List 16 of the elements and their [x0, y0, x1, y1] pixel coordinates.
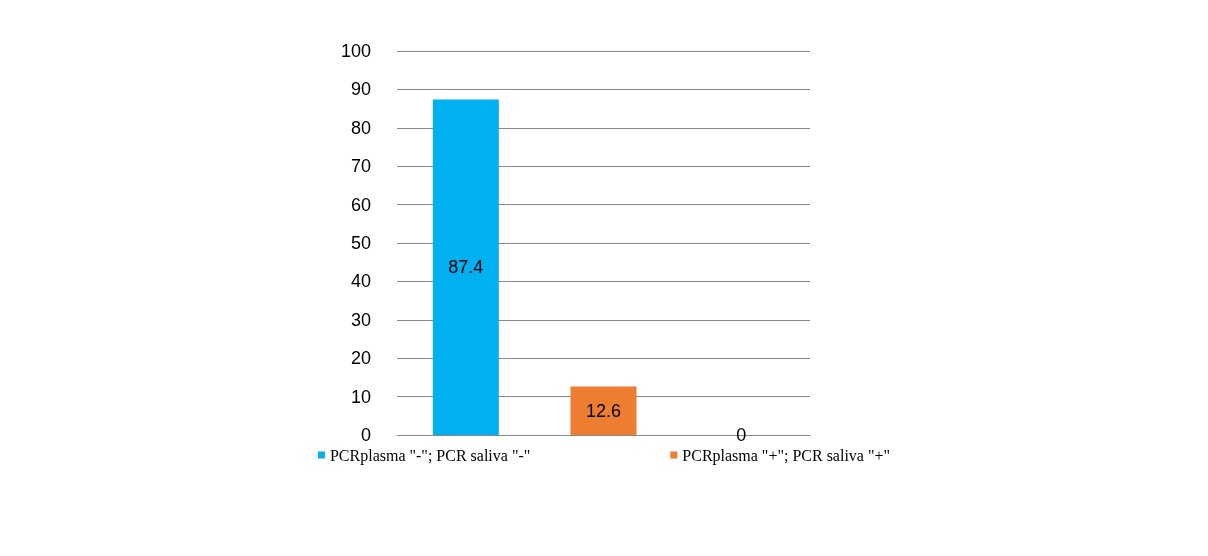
data-label: 12.6 — [585, 400, 622, 421]
legend-label: PCRplasma "+"; PCR saliva "+" — [682, 446, 891, 465]
y-tick-label: 10 — [350, 386, 371, 407]
data-label: 0 — [736, 425, 747, 445]
y-tick-label: 70 — [350, 156, 371, 177]
y-tick-label: 80 — [350, 117, 371, 138]
legend-label: PCRplasma "-"; PCR saliva "-" — [329, 446, 531, 465]
y-tick-label: 30 — [350, 309, 371, 330]
y-tick-label: 60 — [350, 194, 371, 215]
y-tick-label: 90 — [350, 79, 371, 100]
y-tick-label: 0 — [360, 425, 371, 445]
y-tick-label: 20 — [350, 348, 371, 369]
y-tick-label: 40 — [350, 271, 371, 292]
y-tick-label: 50 — [350, 233, 371, 253]
data-label: 87.4 — [448, 257, 484, 278]
y-tick-label: 100 — [340, 41, 371, 61]
